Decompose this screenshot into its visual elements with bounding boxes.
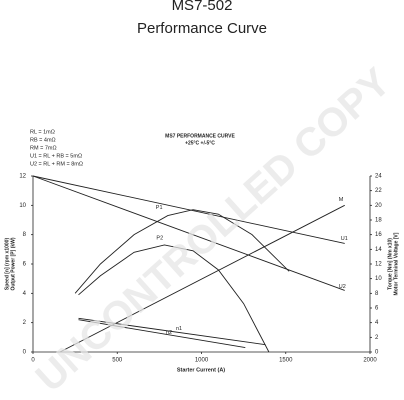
x-tick-label: 0 (31, 358, 35, 364)
series-line (78, 317, 266, 346)
y2-tick-label: 24 (375, 174, 382, 180)
y-tick-label: 10 (19, 203, 26, 209)
y2-tick-label: 22 (375, 188, 382, 194)
plot: M U1 U2 P1 P2 n1 n2 (32, 175, 348, 353)
series-line (32, 175, 345, 291)
plot-title: MS7 PERFORMANCE CURVE (165, 133, 235, 139)
series-label: M (339, 197, 344, 203)
series-line (32, 175, 345, 244)
chart-subtitle: Performance Curve (137, 20, 267, 37)
series-line (59, 204, 345, 353)
x-tick-label: 1500 (279, 358, 293, 364)
series-line (78, 244, 270, 353)
series-label: U2 (339, 284, 346, 290)
y-axis-label: Output Power [P] (kW) (10, 237, 16, 290)
y2-tick-label: 2 (375, 335, 379, 341)
y2-tick-label: 0 (375, 350, 379, 356)
y2-tick-label: 6 (375, 306, 379, 312)
series-line (74, 209, 290, 294)
note: RM = 7mΩ (30, 145, 57, 151)
note: U1 = RL + RB = 5mΩ (30, 153, 82, 159)
y2-tick-label: 12 (375, 262, 382, 268)
y-tick-label: 4 (23, 291, 27, 297)
y2-tick-label: 4 (375, 320, 379, 326)
series-label: n1 (176, 326, 182, 332)
x-tick-label: 1000 (195, 358, 209, 364)
y-axis-label: Speed [n] (rpm x1000) (4, 238, 10, 291)
x-tick-label: 500 (112, 358, 123, 364)
series-label: P2 (156, 235, 163, 241)
y2-tick-label: 20 (375, 203, 382, 209)
y2-axis-label: Motor Terminal Voltage [V] (393, 232, 399, 295)
chart-title: MS7-502 (172, 0, 233, 14)
y2-axis-label: Torque [Nm] (Nm x10) (387, 238, 393, 290)
note: RL = 1mΩ (30, 129, 55, 135)
y2-tick-label: 18 (375, 218, 382, 224)
series-line (78, 319, 246, 349)
plot-subtitle: +25°C +/-5°C (185, 140, 215, 146)
y-tick-label: 8 (23, 232, 27, 238)
y2-tick-label: 14 (375, 247, 382, 253)
y2-tick-label: 16 (375, 232, 382, 238)
note: RB = 4mΩ (30, 137, 56, 143)
y-tick-label: 12 (19, 174, 26, 180)
x-tick-label: 2000 (363, 358, 377, 364)
series-label: n2 (166, 330, 172, 336)
y2-tick-label: 10 (375, 276, 382, 282)
series-label: U1 (341, 236, 348, 242)
note: U2 = RL + RM = 8mΩ (30, 161, 83, 167)
x-axis-label: Starter Current (A) (177, 367, 225, 373)
y-tick-label: 0 (23, 350, 27, 356)
watermark: UNCONTROLLED COPY (28, 60, 400, 400)
series-label: P1 (156, 205, 163, 211)
y2-tick-label: 8 (375, 291, 379, 297)
y-tick-label: 6 (23, 262, 27, 268)
y-tick-label: 2 (23, 320, 27, 326)
